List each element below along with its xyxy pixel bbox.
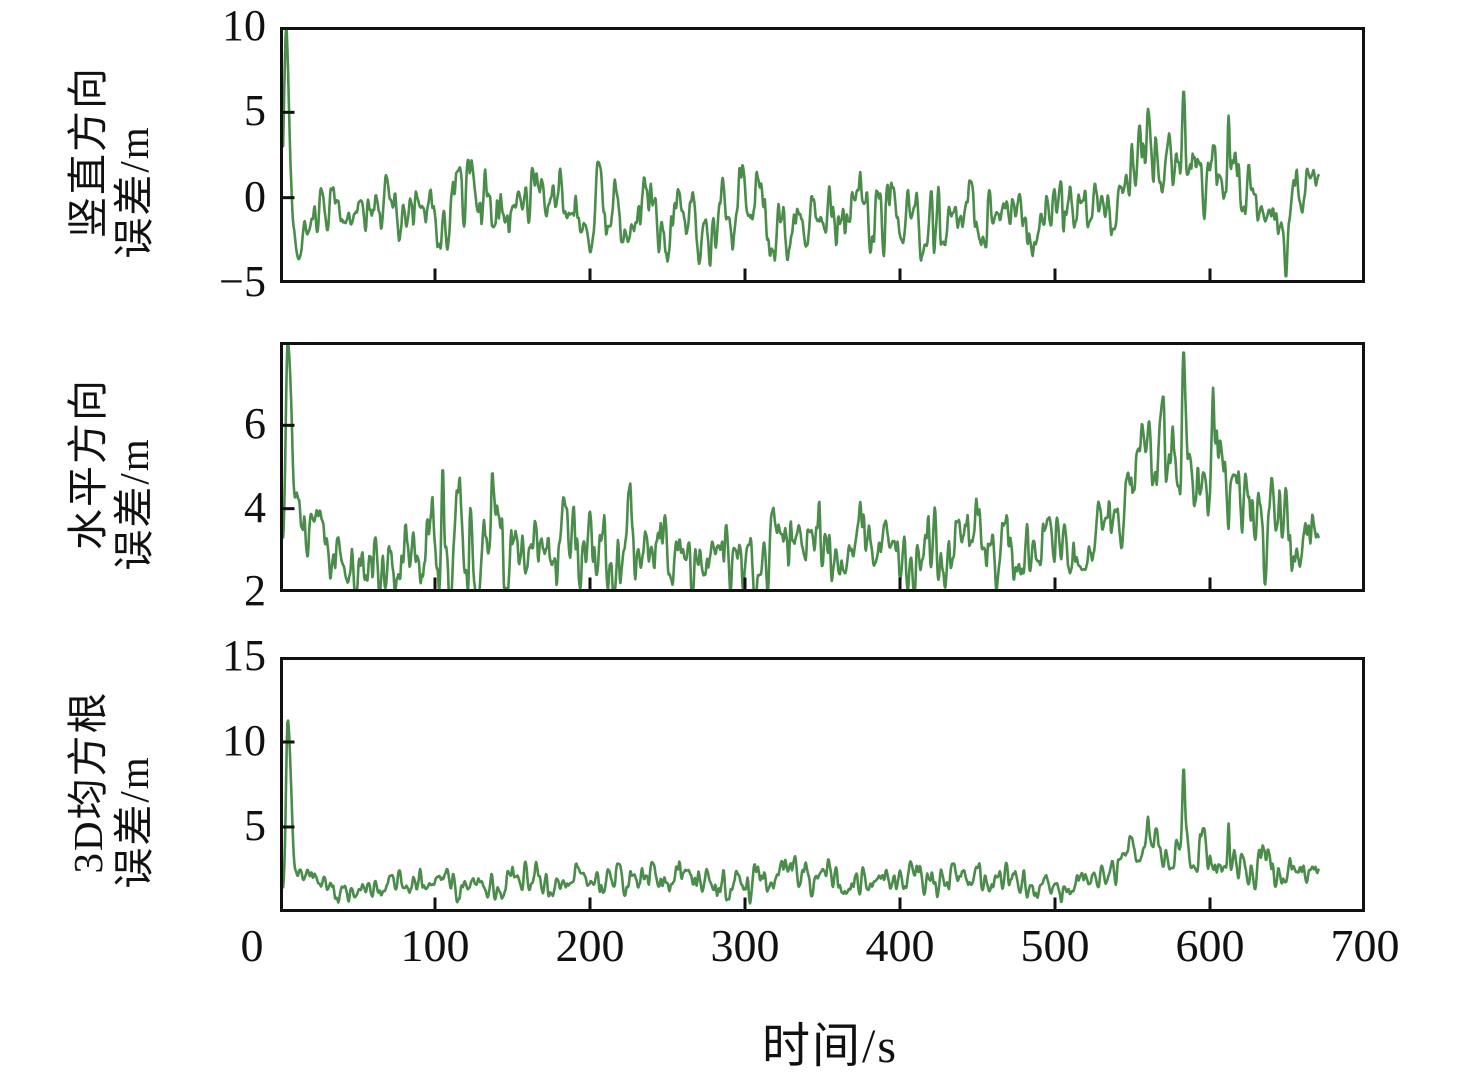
y-tick-label-vertical-error: 5 [244, 86, 266, 136]
y-tick-label-3d-rms-error: 10 [222, 716, 266, 765]
y-tick-label-horizontal-error: 2 [244, 566, 266, 615]
series-vertical-error [281, 27, 1320, 278]
y-tick-label-3d-rms-error: 15 [222, 631, 266, 680]
y-tick-label-3d-rms-error: 5 [244, 801, 266, 850]
x-tick-label: 100 [400, 920, 470, 971]
x-tick-label: 600 [1175, 920, 1245, 971]
y-tick-label-horizontal-error: 4 [244, 482, 266, 532]
panel-vertical-error [280, 27, 1365, 283]
x-tick-label: 700 [1330, 920, 1400, 971]
panel-border [280, 27, 1365, 283]
y-tick-label-vertical-error: −5 [219, 257, 266, 306]
panel-horizontal-error [280, 342, 1365, 592]
series-3d-rms-error [281, 719, 1320, 905]
panel-border [280, 342, 1365, 592]
y-tick-label-vertical-error: 10 [222, 1, 266, 50]
panel-3d-rms-error [280, 657, 1365, 912]
x-axis-title: 时间/s [761, 1020, 899, 1073]
x-tick-label: 400 [865, 920, 935, 971]
panel-border [280, 657, 1365, 912]
y-tick-label-vertical-error: 0 [244, 171, 266, 221]
x-tick-label: 200 [555, 920, 625, 971]
series-horizontal-error [281, 342, 1320, 592]
y-tick-label-horizontal-error: 6 [244, 399, 266, 449]
x-tick-label: 500 [1020, 920, 1090, 971]
x-tick-label: 300 [710, 920, 780, 971]
x-tick-label: 0 [240, 920, 264, 971]
